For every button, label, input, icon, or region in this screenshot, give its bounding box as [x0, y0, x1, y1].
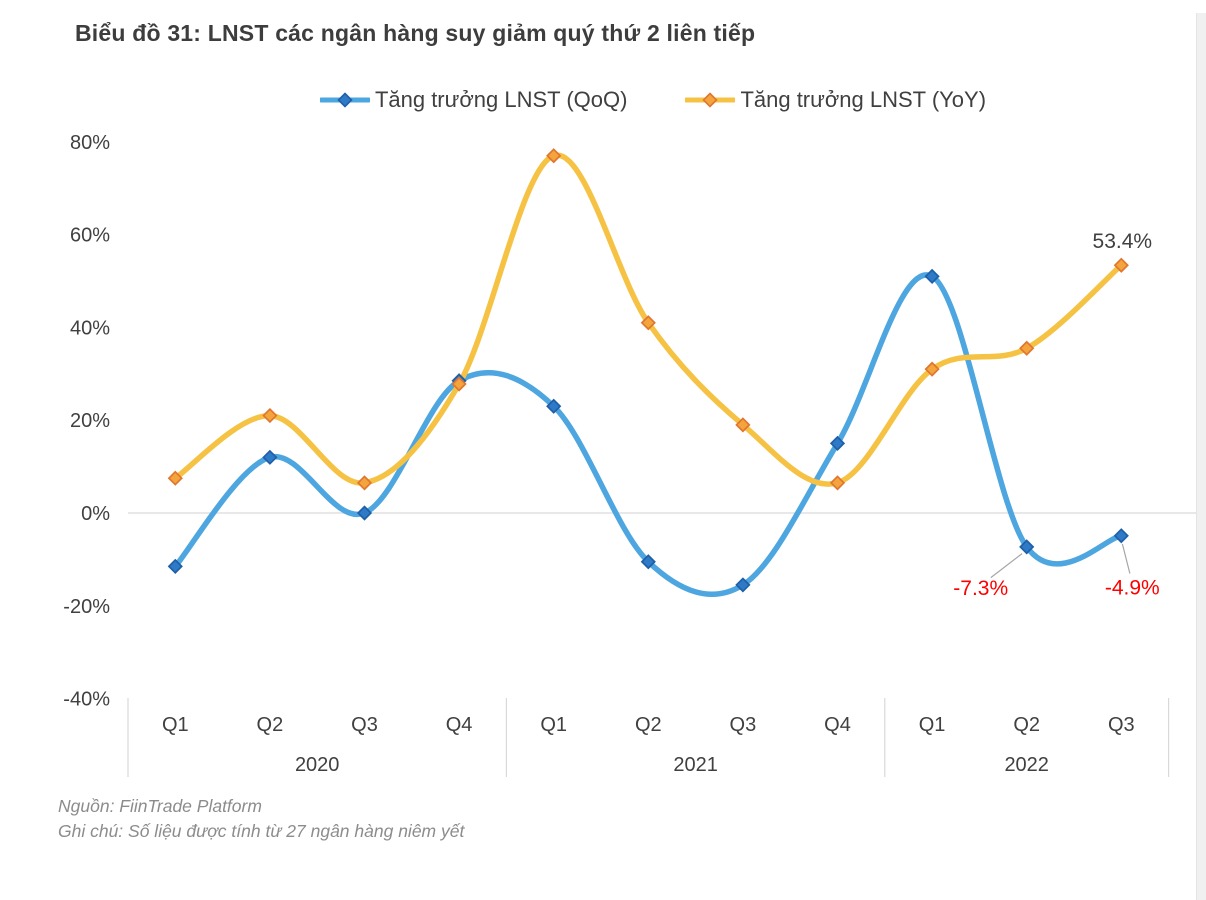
- data-point-marker: [1019, 340, 1035, 356]
- source-note: Nguồn: FiinTrade Platform: [58, 796, 262, 816]
- data-point-marker: [546, 148, 562, 164]
- data-point-marker: [451, 376, 467, 392]
- annotation-label: -4.9%: [1105, 577, 1160, 600]
- x-tick-label: Q1: [162, 714, 189, 736]
- x-tick-label: Q3: [1108, 714, 1135, 736]
- x-tick-label: Q1: [919, 714, 946, 736]
- data-point-marker: [735, 417, 751, 433]
- x-tick-label: Q1: [540, 714, 567, 736]
- annotation-label: -7.3%: [953, 577, 1008, 600]
- data-point-marker: [1113, 528, 1129, 544]
- data-point-marker: [167, 470, 183, 486]
- data-point-marker: [356, 505, 373, 521]
- data-point-marker: [167, 558, 183, 574]
- y-tick-label: 0%: [81, 503, 110, 525]
- data-point-marker: [829, 435, 846, 452]
- series-line: [172, 152, 1125, 487]
- data-point-marker: [924, 268, 940, 284]
- data-point-marker: [356, 475, 373, 491]
- legend-item-yoy: Tăng trưởng LNST (YoY): [685, 87, 986, 113]
- series-line: [172, 272, 1125, 597]
- annotation-leader-line: [990, 553, 1023, 579]
- data-point-marker: [1019, 539, 1035, 555]
- x-tick-label: Q3: [730, 714, 757, 736]
- data-point-marker: [640, 315, 656, 331]
- page-title: Biểu đồ 31: LNST các ngân hàng suy giảm …: [75, 20, 756, 46]
- data-point-marker: [640, 554, 656, 570]
- chart-footer: Nguồn: FiinTrade Platform Ghi chú: Số li…: [58, 794, 464, 844]
- data-point-marker: [1113, 257, 1129, 273]
- y-tick-label: 20%: [70, 410, 110, 432]
- legend-label-yoy: Tăng trưởng LNST (YoY): [740, 87, 987, 112]
- y-tick-label: 60%: [70, 225, 110, 247]
- x-tick-label: Q4: [446, 714, 473, 736]
- year-label: 2020: [295, 754, 340, 776]
- annotation-label: 53.4%: [1093, 230, 1153, 253]
- data-point-marker: [262, 407, 278, 424]
- data-point-marker: [735, 577, 751, 593]
- x-tick-label: Q4: [824, 714, 851, 736]
- x-tick-label: Q2: [1013, 714, 1040, 736]
- page-edge-strip: [1196, 13, 1206, 900]
- legend-label-qoq: Tăng trưởng LNST (QoQ): [374, 87, 628, 112]
- x-tick-label: Q3: [351, 714, 378, 736]
- x-tick-label: Q2: [257, 714, 284, 736]
- y-tick-label: 80%: [70, 132, 110, 154]
- y-tick-label: -20%: [63, 596, 110, 618]
- methodology-note: Ghi chú: Số liệu được tính từ 27 ngân hà…: [58, 821, 465, 841]
- annotation-leader-line: [1121, 543, 1131, 574]
- chart-legend: Tăng trưởng LNST (QoQ) Tăng trưởng LNST …: [0, 87, 1206, 113]
- x-tick-label: Q2: [635, 714, 662, 736]
- y-tick-label: -40%: [63, 689, 110, 711]
- data-point-marker: [262, 449, 278, 465]
- data-point-marker: [829, 475, 846, 491]
- data-point-marker: [924, 361, 940, 377]
- legend-line-diamond-icon: [319, 92, 370, 108]
- legend-line-diamond-icon: [685, 92, 736, 108]
- year-label: 2022: [1004, 754, 1049, 776]
- year-label: 2021: [673, 754, 718, 776]
- legend-item-qoq: Tăng trưởng LNST (QoQ): [319, 87, 628, 113]
- data-point-marker: [546, 398, 562, 414]
- y-tick-label: 40%: [70, 317, 110, 339]
